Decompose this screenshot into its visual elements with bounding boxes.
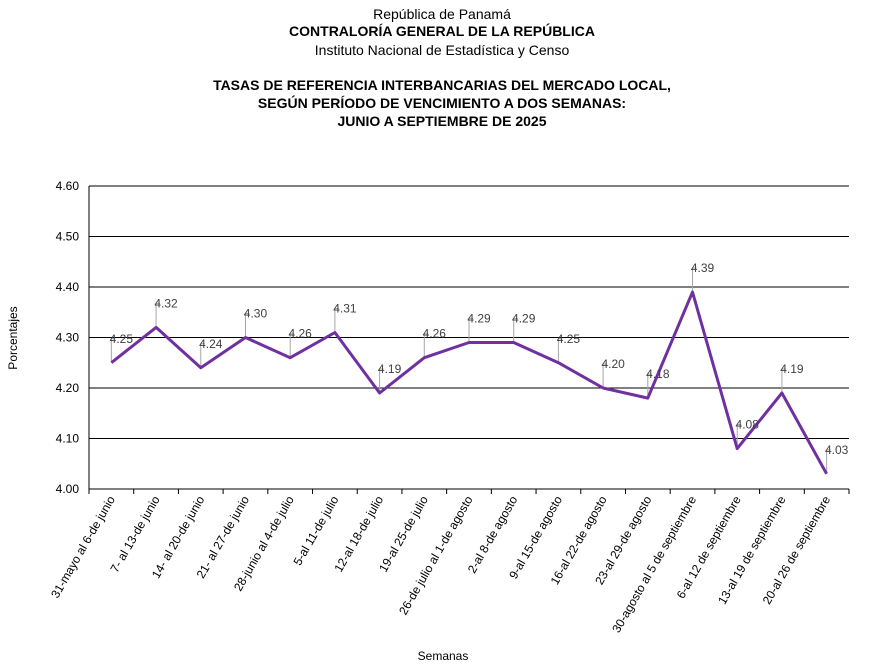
- y-axis-label: Porcentajes: [6, 306, 20, 369]
- y-tick-label: 4.30: [56, 331, 80, 345]
- y-axis-ticks: 4.00 4.10 4.20 4.30 4.40 4.50 4.60: [56, 179, 80, 496]
- chart-title-line-3: JUNIO A SEPTIEMBRE DE 2025: [337, 113, 547, 129]
- data-label-leader: [647, 373, 652, 398]
- data-label: 4.39: [691, 261, 715, 275]
- x-tick-label: 30-agosto al 5 de septiembre: [609, 493, 699, 635]
- data-label: 4.26: [423, 327, 447, 341]
- chart-title-line-1: TASAS DE REFERENCIA INTERBANCARIAS DEL M…: [213, 77, 671, 93]
- data-label: 4.29: [467, 312, 491, 326]
- header-institute: Instituto Nacional de Estadística y Cens…: [314, 42, 570, 58]
- data-label-leader: [736, 424, 742, 448]
- data-label-leaders: [110, 267, 831, 473]
- data-label-leader: [289, 333, 295, 357]
- data-label: 4.19: [780, 362, 804, 376]
- y-tick-label: 4.50: [56, 230, 80, 244]
- data-label: 4.32: [154, 296, 178, 310]
- data-label: 4.29: [512, 312, 536, 326]
- data-label-leader: [602, 363, 608, 387]
- chart-title-line-2: SEGÚN PERÍODO DE VENCIMIENTO A DOS SEMAN…: [257, 95, 627, 111]
- data-label: 4.25: [110, 332, 134, 346]
- data-label: 4.19: [378, 362, 402, 376]
- data-label: 4.03: [825, 443, 849, 457]
- data-label-leader: [244, 313, 250, 337]
- y-tick-label: 4.10: [56, 432, 80, 446]
- data-label-leader: [781, 368, 786, 393]
- data-label: 4.26: [288, 327, 312, 341]
- y-tick-label: 4.00: [56, 482, 80, 496]
- y-tick-label: 4.40: [56, 280, 80, 294]
- header-country: República de Panamá: [373, 6, 511, 22]
- data-label: 4.20: [601, 357, 625, 371]
- data-label-leader: [155, 302, 161, 327]
- data-label-leader: [379, 368, 384, 393]
- series-line: [110, 290, 828, 475]
- data-label-leader: [423, 333, 429, 357]
- data-label: 4.24: [199, 337, 223, 351]
- data-label-leader: [334, 307, 339, 332]
- data-label-leader: [513, 318, 518, 342]
- x-tick-label: 31-mayo al 6-de junio: [48, 493, 118, 600]
- data-label: 4.25: [557, 332, 581, 346]
- data-label: 4.18: [646, 367, 670, 381]
- data-label-leader: [200, 343, 205, 367]
- data-label-leader: [826, 449, 831, 473]
- header-institution: CONTRALORÍA GENERAL DE LA REPÚBLICA: [289, 23, 595, 39]
- data-label-leader: [692, 267, 697, 292]
- data-label-leader: [557, 338, 563, 362]
- data-label-leader: [110, 338, 116, 362]
- data-label-leader: [468, 318, 473, 342]
- x-tick-label: 5-al 11-de julio: [290, 493, 341, 568]
- y-tick-label: 4.20: [56, 381, 80, 395]
- data-label: 4.30: [244, 307, 268, 321]
- y-tick-label: 4.60: [56, 179, 80, 193]
- data-labels: 4.25 4.32 4.24 4.30 4.26 4.31 4.19 4.26 4.29 4.29…: [110, 261, 849, 457]
- data-label: 4.08: [736, 418, 760, 432]
- data-label: 4.31: [333, 301, 357, 315]
- x-axis-label: Semanas: [418, 649, 469, 663]
